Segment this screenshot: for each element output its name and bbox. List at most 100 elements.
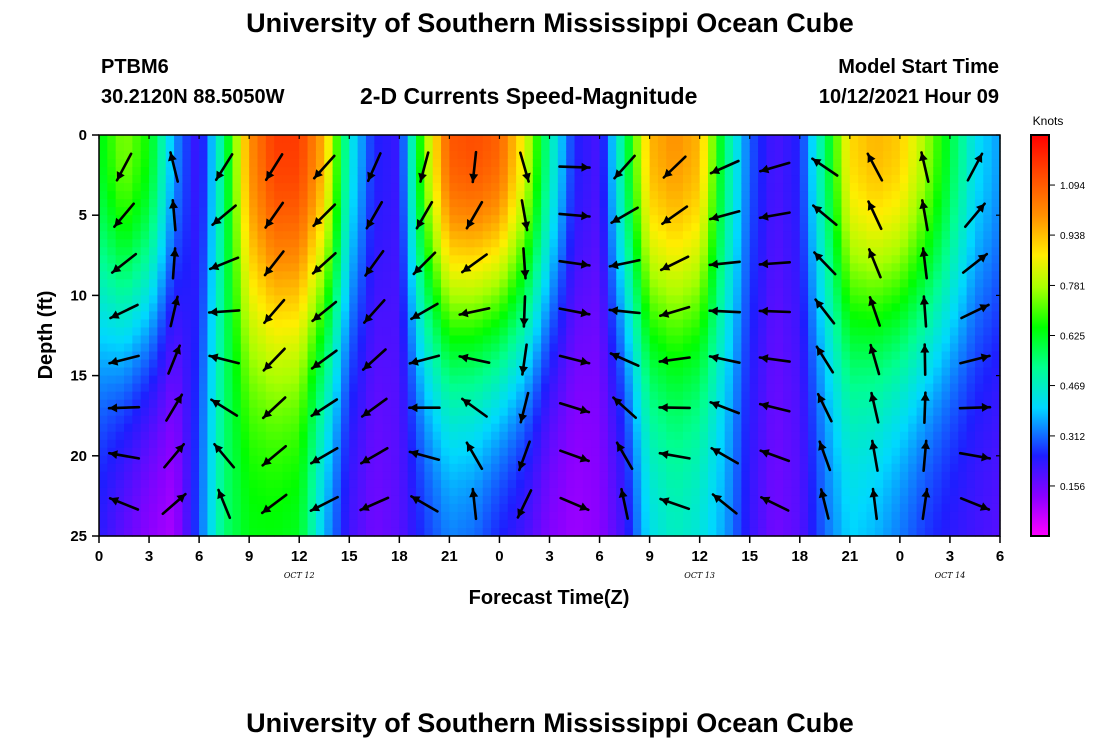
- heat-cell: [182, 383, 192, 393]
- heat-cell: [758, 215, 767, 224]
- heat-cell: [149, 327, 158, 337]
- heat-cell: [899, 143, 909, 152]
- heat-cell: [632, 495, 642, 505]
- heat-cell: [699, 279, 709, 288]
- heat-cell: [382, 439, 392, 449]
- heat-cell: [224, 463, 234, 473]
- heat-cell: [290, 479, 300, 489]
- heat-cell: [99, 319, 108, 329]
- heat-cell: [157, 207, 167, 216]
- heat-cell: [657, 255, 667, 264]
- heat-cell: [474, 383, 484, 393]
- heat-cell: [390, 431, 400, 441]
- heat-cell: [524, 239, 534, 248]
- heat-cell: [190, 527, 200, 537]
- heat-cell: [349, 479, 359, 489]
- heat-cell: [741, 463, 751, 473]
- heat-cell: [657, 415, 667, 425]
- heat-cell: [682, 383, 692, 393]
- heat-cell: [432, 399, 442, 409]
- heat-cell: [157, 399, 167, 409]
- heat-cell: [265, 439, 275, 449]
- heat-cell: [749, 319, 759, 329]
- heat-cell: [616, 479, 626, 489]
- heat-cell: [224, 223, 234, 232]
- heat-cell: [407, 407, 417, 417]
- heat-cell: [816, 423, 826, 433]
- heat-cell: [290, 159, 300, 168]
- heat-cell: [474, 423, 484, 433]
- heat-cell: [382, 207, 392, 216]
- heat-cell: [249, 391, 259, 401]
- heat-cell: [874, 519, 884, 529]
- heat-cell: [883, 263, 893, 272]
- heat-cell: [591, 271, 601, 280]
- heat-cell: [182, 143, 192, 152]
- heat-cell: [691, 455, 701, 465]
- heat-cell: [891, 319, 901, 329]
- heat-cell: [307, 295, 317, 305]
- heat-cell: [699, 159, 709, 168]
- heat-cell: [524, 327, 534, 337]
- heat-cell: [232, 383, 242, 393]
- heat-cell: [299, 279, 309, 288]
- heat-cell: [791, 503, 801, 513]
- heat-cell: [891, 199, 901, 208]
- heat-cell: [340, 135, 350, 144]
- heat-cell: [758, 175, 767, 184]
- heat-cell: [849, 143, 859, 152]
- heat-cell: [124, 279, 133, 288]
- heat-cell: [140, 503, 150, 513]
- heat-cell: [499, 255, 509, 264]
- heat-cell: [324, 431, 334, 441]
- heat-cell: [332, 215, 342, 224]
- heat-cell: [315, 423, 325, 433]
- heat-cell: [824, 175, 834, 184]
- heat-cell: [899, 503, 909, 513]
- heat-cell: [682, 287, 692, 296]
- heat-cell: [482, 287, 492, 296]
- heat-cell: [916, 415, 926, 425]
- heat-cell: [833, 527, 843, 537]
- heat-cell: [315, 383, 325, 393]
- heat-cell: [766, 295, 776, 305]
- heat-cell: [466, 143, 476, 152]
- heat-cell: [649, 215, 659, 224]
- heat-cell: [449, 359, 459, 369]
- heat-cell: [174, 519, 184, 529]
- heat-cell: [858, 151, 868, 160]
- heat-cell: [149, 143, 158, 152]
- heat-cell: [549, 527, 559, 537]
- heat-cell: [708, 327, 717, 337]
- heat-cell: [874, 375, 884, 385]
- heat-cell: [390, 423, 400, 433]
- heat-cell: [349, 151, 359, 160]
- heat-cell: [365, 167, 375, 176]
- heat-cell: [265, 191, 275, 200]
- heat-cell: [866, 207, 876, 216]
- heat-cell: [632, 231, 642, 240]
- heat-cell: [307, 375, 317, 385]
- heat-cell: [399, 503, 409, 513]
- heat-cell: [858, 415, 868, 425]
- heat-cell: [549, 143, 559, 152]
- heat-cell: [299, 495, 309, 505]
- heat-cell: [641, 303, 651, 313]
- heat-cell: [174, 207, 184, 216]
- heat-cell: [716, 239, 726, 248]
- heat-cell: [749, 295, 759, 305]
- heat-cell: [282, 351, 292, 361]
- heat-cell: [174, 511, 184, 521]
- heat-cell: [624, 303, 634, 313]
- heat-cell: [407, 287, 417, 296]
- heat-cell: [265, 247, 275, 256]
- heat-cell: [340, 351, 350, 361]
- heat-cell: [841, 351, 851, 361]
- heat-cell: [432, 247, 442, 256]
- heat-cell: [833, 431, 843, 441]
- heat-cell: [733, 215, 742, 224]
- heat-cell: [866, 439, 876, 449]
- heat-cell: [307, 527, 317, 537]
- heat-cell: [866, 527, 876, 537]
- heat-cell: [474, 151, 484, 160]
